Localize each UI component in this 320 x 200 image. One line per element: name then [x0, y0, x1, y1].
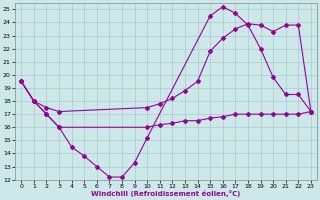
X-axis label: Windchill (Refroidissement éolien,°C): Windchill (Refroidissement éolien,°C): [92, 190, 241, 197]
